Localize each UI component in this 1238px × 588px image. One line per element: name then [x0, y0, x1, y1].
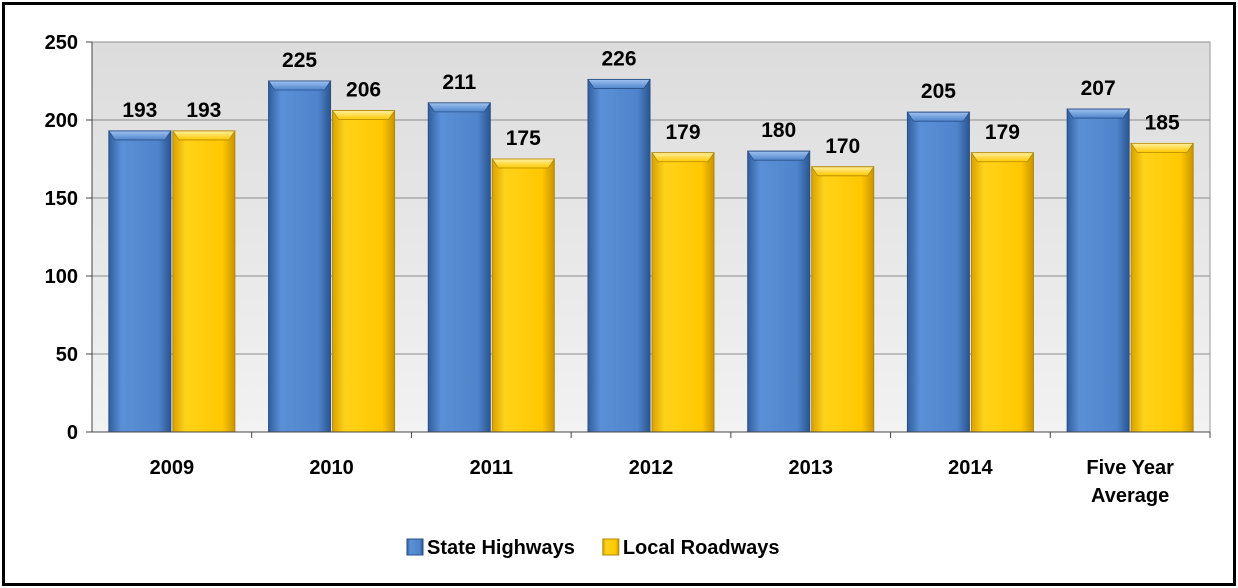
- bar: [331, 110, 396, 433]
- y-tick-label: 250: [45, 32, 78, 54]
- bar-body: [651, 152, 715, 433]
- data-label: 175: [506, 127, 541, 150]
- bar-body: [970, 152, 1034, 433]
- bar-bevel: [427, 102, 492, 113]
- y-tick-label: 200: [45, 110, 78, 132]
- bar-bevel: [1066, 108, 1130, 119]
- x-tick-label: 2013: [788, 457, 833, 479]
- bar-bevel: [331, 110, 396, 121]
- legend-label: Local Roadways: [623, 537, 780, 559]
- data-label: 185: [1145, 111, 1180, 134]
- bar: [906, 111, 971, 433]
- plot-background: [91, 41, 1211, 433]
- data-label: 207: [1081, 77, 1116, 100]
- bar-bevel: [108, 130, 172, 141]
- bar-bevel: [651, 152, 715, 163]
- data-label: 205: [921, 80, 956, 103]
- bar-bevel: [810, 166, 875, 177]
- y-tick-label: 150: [45, 188, 78, 210]
- data-label: 193: [122, 99, 157, 122]
- bar: [1130, 142, 1194, 433]
- data-label: 179: [665, 121, 700, 144]
- bar-body: [491, 158, 555, 433]
- bar-body: [811, 166, 875, 433]
- bar-bevel: [906, 111, 971, 122]
- bar-body: [268, 80, 332, 433]
- data-label: 193: [186, 99, 221, 122]
- bar: [108, 130, 172, 433]
- bar-bevel: [172, 130, 236, 141]
- y-tick-label: 100: [45, 266, 78, 288]
- x-tick-label: 2012: [629, 457, 674, 479]
- y-tick-label: 50: [56, 344, 78, 366]
- x-tick-label: Average: [1091, 485, 1169, 507]
- plot-area: [91, 41, 1211, 433]
- data-label: 225: [282, 49, 317, 72]
- x-tick-label: 2009: [150, 457, 195, 479]
- y-tick-label: 0: [67, 422, 78, 444]
- legend-item: Local Roadways: [602, 537, 780, 559]
- bar-body: [172, 130, 236, 433]
- legend-swatch: [406, 538, 424, 556]
- data-label: 170: [825, 135, 860, 158]
- bar: [267, 80, 332, 433]
- data-label: 211: [442, 71, 476, 94]
- bar-bevel: [587, 79, 651, 89]
- legend-item: State Highways: [406, 537, 575, 559]
- bar-body: [1066, 108, 1130, 433]
- bar: [172, 130, 236, 433]
- bar-bevel: [970, 152, 1035, 163]
- bar-body: [906, 111, 970, 433]
- x-tick-label: 2014: [948, 457, 993, 479]
- bar-body: [587, 78, 651, 433]
- data-label: 206: [346, 79, 381, 102]
- bar: [587, 78, 651, 433]
- bar-bevel: [1130, 142, 1194, 153]
- data-label: 179: [985, 121, 1020, 144]
- data-labels: 193 193 225 206 211 175 226 179 180 170 205 179 207 1…: [122, 47, 1180, 157]
- bar-body: [332, 110, 396, 433]
- axes: 0 50 100 150 200 250 2009 2010 2011 2012 2013 2014 F…: [45, 32, 1211, 507]
- bar-body: [747, 150, 811, 433]
- x-tick-label: 2011: [470, 457, 513, 479]
- data-label: 226: [601, 47, 636, 70]
- bar: [746, 150, 811, 433]
- legend-label: State Highways: [427, 537, 575, 559]
- bar: [1066, 108, 1130, 433]
- bar-bevel: [491, 158, 556, 169]
- x-tick-label: Five Year: [1086, 457, 1174, 479]
- legend: State Highways Local Roadways: [406, 537, 780, 559]
- legend-swatch: [602, 538, 620, 556]
- bar: [491, 158, 556, 433]
- bar-body: [108, 130, 172, 433]
- bar: [427, 102, 492, 433]
- bar-body: [427, 102, 491, 433]
- bars: [108, 78, 1194, 433]
- bar: [651, 152, 715, 433]
- bar: [810, 166, 875, 433]
- x-tick-label: 2010: [309, 457, 354, 479]
- bar: [970, 152, 1035, 433]
- bar-bevel: [267, 80, 332, 91]
- bar-bevel: [746, 150, 811, 161]
- bar-body: [1130, 142, 1194, 433]
- data-label: 180: [761, 119, 796, 142]
